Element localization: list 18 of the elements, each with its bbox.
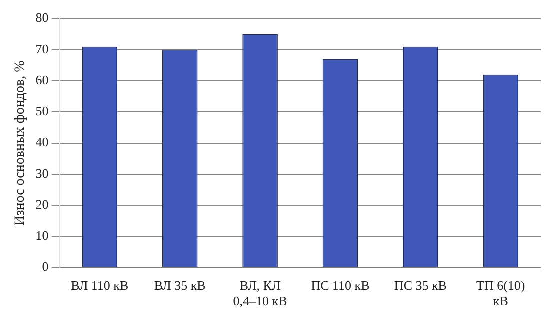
y-tick-label: 20 xyxy=(36,196,49,212)
y-tick-label: 70 xyxy=(36,41,49,56)
category-label: ТП 6(10) xyxy=(476,278,526,294)
category-label: 0,4–10 кВ xyxy=(233,294,288,309)
y-tick-label: 40 xyxy=(36,134,49,150)
y-tick-label: 60 xyxy=(36,72,49,88)
y-tick-label: 10 xyxy=(36,228,49,244)
category-label: ВЛ, КЛ xyxy=(240,278,281,294)
category-label: ВЛ 110 кВ xyxy=(71,278,129,294)
y-tick-label: 50 xyxy=(36,104,49,119)
category-label: ПС 35 кВ xyxy=(394,278,447,294)
y-axis-title: Износ основных фондов, % xyxy=(13,60,28,226)
category-label: ВЛ 35 кВ xyxy=(154,278,206,294)
y-tick-label: 30 xyxy=(36,166,49,181)
y-tick-label: 0 xyxy=(42,259,49,274)
category-label: кВ xyxy=(493,294,508,309)
category-label: ПС 110 кВ xyxy=(311,278,370,294)
y-tick-label: 80 xyxy=(36,10,49,26)
